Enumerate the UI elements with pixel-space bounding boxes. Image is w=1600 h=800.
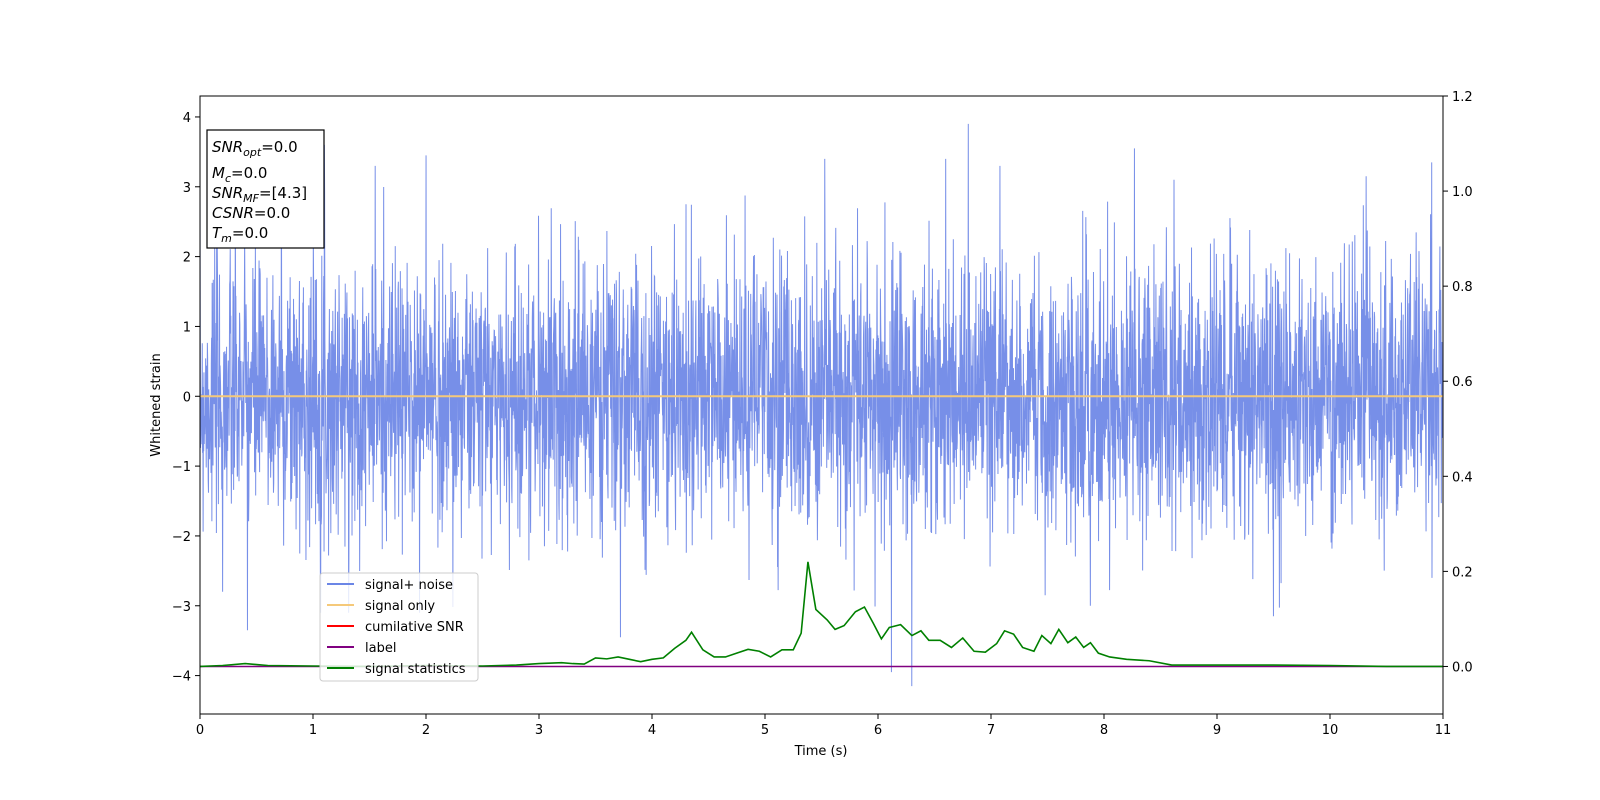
x-tick-label: 3	[535, 723, 543, 738]
x-tick-label: 4	[648, 723, 656, 738]
x-tick-label: 6	[874, 723, 882, 738]
y-left-tick-label: −2	[172, 530, 191, 545]
y-right-tick-label: 1.2	[1452, 90, 1473, 105]
y-right-tick-label: 0.6	[1452, 375, 1473, 390]
info-snr-opt: SNRopt=0.0	[212, 138, 298, 159]
y-left-tick-label: −1	[172, 460, 191, 475]
y-left-tick-label: 1	[183, 320, 191, 335]
x-tick-label: 5	[761, 723, 769, 738]
x-tick-label: 1	[309, 723, 317, 738]
y-right-tick-label: 0.8	[1452, 280, 1473, 295]
x-tick-label: 9	[1213, 723, 1221, 738]
x-tick-label: 2	[422, 723, 430, 738]
x-axis-label: Time (s)	[794, 744, 848, 759]
x-axis: 0 1 2 3 4 5 6 7 8 9 10 11	[196, 714, 1451, 738]
x-tick-label: 8	[1100, 723, 1108, 738]
series-line-signal-statistics	[200, 561, 1443, 668]
y-axis-label: Whitened strain	[149, 353, 164, 456]
x-tick-label: 0	[196, 723, 204, 738]
x-tick-label: 11	[1435, 723, 1452, 738]
y-left-tick-label: −4	[172, 670, 191, 685]
info-snr-mf: SNRMF=[4.3]	[212, 184, 307, 205]
info-csnr: CSNR=0.0	[212, 204, 290, 222]
legend-label: label	[365, 641, 396, 656]
x-tick-label: 10	[1322, 723, 1339, 738]
info-mc: Mc=0.0	[212, 164, 267, 185]
y-left-tick-label: 4	[183, 111, 191, 126]
legend-label: cumilative SNR	[365, 620, 464, 635]
y-right-tick-label: 0.2	[1452, 565, 1473, 580]
legend-label: signal statistics	[365, 662, 466, 677]
y-axis-right: 1.2 1.0 0.8 0.6 0.4 0.2 0.0	[1443, 90, 1473, 675]
legend-label: signal+ noise	[365, 578, 453, 593]
y-left-tick-label: 3	[183, 181, 191, 196]
info-box: SNRopt=0.0 Mc=0.0 SNRMF=[4.3] CSNR=0.0 T…	[206, 129, 325, 249]
y-right-tick-label: 0.0	[1452, 660, 1473, 675]
y-right-tick-label: 0.4	[1452, 470, 1473, 485]
y-left-tick-label: 2	[183, 251, 191, 266]
legend: signal+ noise signal only cumilative SNR la…	[319, 572, 479, 682]
legend-label: signal only	[365, 599, 435, 614]
info-tm: Tm=0.0	[212, 224, 268, 245]
plot-frame	[199, 95, 1444, 715]
y-axis-left: 4 3 2 1 0 −1 −2 −3 −4	[172, 111, 200, 685]
y-left-tick-label: 0	[183, 390, 191, 405]
y-left-tick-label: −3	[172, 600, 191, 615]
y-right-tick-label: 1.0	[1452, 185, 1473, 200]
series-line-signal-noise	[200, 123, 1443, 687]
x-tick-label: 7	[987, 723, 995, 738]
